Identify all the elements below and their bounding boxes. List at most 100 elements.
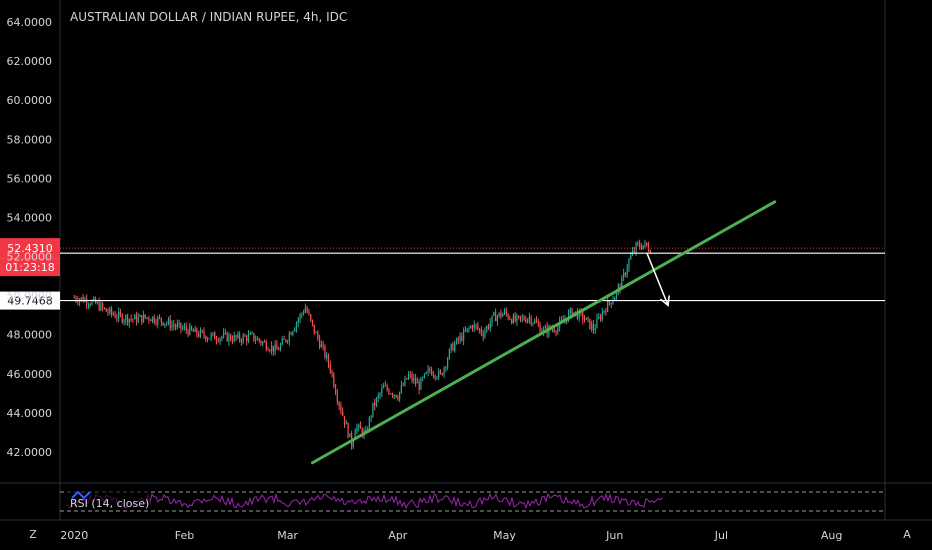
candle-body — [281, 339, 283, 345]
candle-body — [560, 320, 563, 321]
candle-body — [413, 378, 415, 381]
candle-body — [393, 394, 395, 396]
chart-title: AUSTRALIAN DOLLAR / INDIAN RUPEE, 4h, ID… — [70, 10, 347, 24]
candle-body — [96, 302, 98, 303]
candle-body — [258, 338, 260, 341]
candle-body — [614, 297, 616, 301]
candle-body — [146, 317, 148, 319]
forecast-arrow-head — [659, 295, 670, 307]
candle-body — [418, 381, 420, 390]
candle-body — [251, 332, 253, 334]
candle-body — [390, 393, 392, 395]
candle-body — [329, 364, 331, 372]
y-tick-label: 64.0000 — [7, 16, 53, 29]
candle-body — [311, 319, 314, 325]
candle-body — [109, 308, 111, 313]
candle-body — [391, 393, 394, 396]
candle-body — [139, 315, 141, 318]
candle-body — [270, 345, 273, 351]
candle-body — [182, 328, 184, 329]
candle-body — [77, 300, 79, 303]
candle-body — [87, 304, 90, 306]
candle-body — [235, 335, 237, 338]
candle-body — [450, 343, 452, 350]
current-price-label: 52.4310 — [7, 242, 53, 255]
candle-body — [338, 402, 340, 406]
candle-body — [294, 328, 296, 332]
candle-body — [342, 411, 344, 416]
trendline — [310, 200, 777, 465]
candle-body — [358, 424, 360, 428]
candle-body — [135, 315, 138, 323]
candle-body — [320, 344, 322, 348]
candle-body — [386, 385, 388, 390]
candle-body — [397, 397, 399, 400]
candle-body — [352, 439, 354, 447]
current-price-tag — [0, 238, 60, 259]
y-tick-label: 48.0000 — [7, 329, 53, 342]
candle-body — [340, 405, 342, 412]
candle-body — [327, 355, 330, 365]
collapse-icon — [71, 490, 91, 500]
candle-body — [610, 302, 612, 305]
candle-body — [100, 303, 102, 311]
candle-body — [464, 330, 466, 332]
candle-body — [103, 307, 106, 309]
candle-body — [406, 378, 408, 380]
candle-body — [306, 307, 308, 313]
candle-body — [105, 308, 107, 312]
countdown-tag — [0, 258, 60, 277]
candle-body — [649, 250, 651, 254]
candle-body — [628, 259, 630, 269]
candle-body — [370, 416, 372, 418]
candle-body — [187, 330, 189, 335]
candle-body — [199, 330, 202, 337]
y-tick-label: 42.0000 — [7, 446, 53, 459]
candle-body — [160, 317, 162, 322]
candle-body — [86, 298, 88, 305]
price-series — [73, 239, 651, 450]
candle-body — [91, 300, 93, 305]
auto-scale-button[interactable]: A — [903, 528, 911, 541]
candle-body — [112, 313, 114, 315]
candle-body — [347, 422, 349, 438]
z-logo-icon: Z — [29, 528, 37, 541]
candle-body — [555, 331, 557, 333]
candle-body — [482, 333, 484, 337]
candle-body — [176, 324, 178, 328]
candle-body — [623, 273, 625, 278]
candle-body — [260, 340, 262, 344]
candle-body — [142, 314, 145, 323]
candle-body — [269, 350, 271, 352]
candle-body — [503, 310, 506, 314]
candle-body — [617, 285, 619, 291]
candle-body — [445, 366, 447, 368]
candle-body — [377, 395, 379, 398]
candle-body — [89, 304, 91, 306]
candle-body — [439, 370, 442, 374]
candle-body — [575, 311, 577, 313]
candle-body — [365, 429, 367, 431]
candle-body — [249, 333, 251, 335]
candle-body — [502, 313, 504, 317]
candle-body — [349, 433, 351, 438]
rsi-line — [65, 492, 663, 510]
candle-body — [598, 316, 600, 319]
candle-body — [500, 312, 502, 317]
candle-body — [326, 355, 328, 358]
candle-body — [381, 388, 383, 394]
candle-body — [591, 324, 593, 329]
y-tick-label: 52.0000 — [7, 251, 53, 264]
candle-body — [640, 247, 643, 249]
candle-body — [226, 332, 228, 342]
candle-body — [297, 319, 299, 323]
candle-body — [594, 327, 596, 331]
candle-body — [295, 322, 298, 329]
candle-body — [589, 318, 591, 329]
candle-body — [205, 336, 207, 340]
y-tick-label: 54.0000 — [7, 211, 53, 224]
candle-body — [518, 315, 520, 317]
candle-body — [80, 297, 82, 300]
candle-body — [407, 374, 410, 380]
